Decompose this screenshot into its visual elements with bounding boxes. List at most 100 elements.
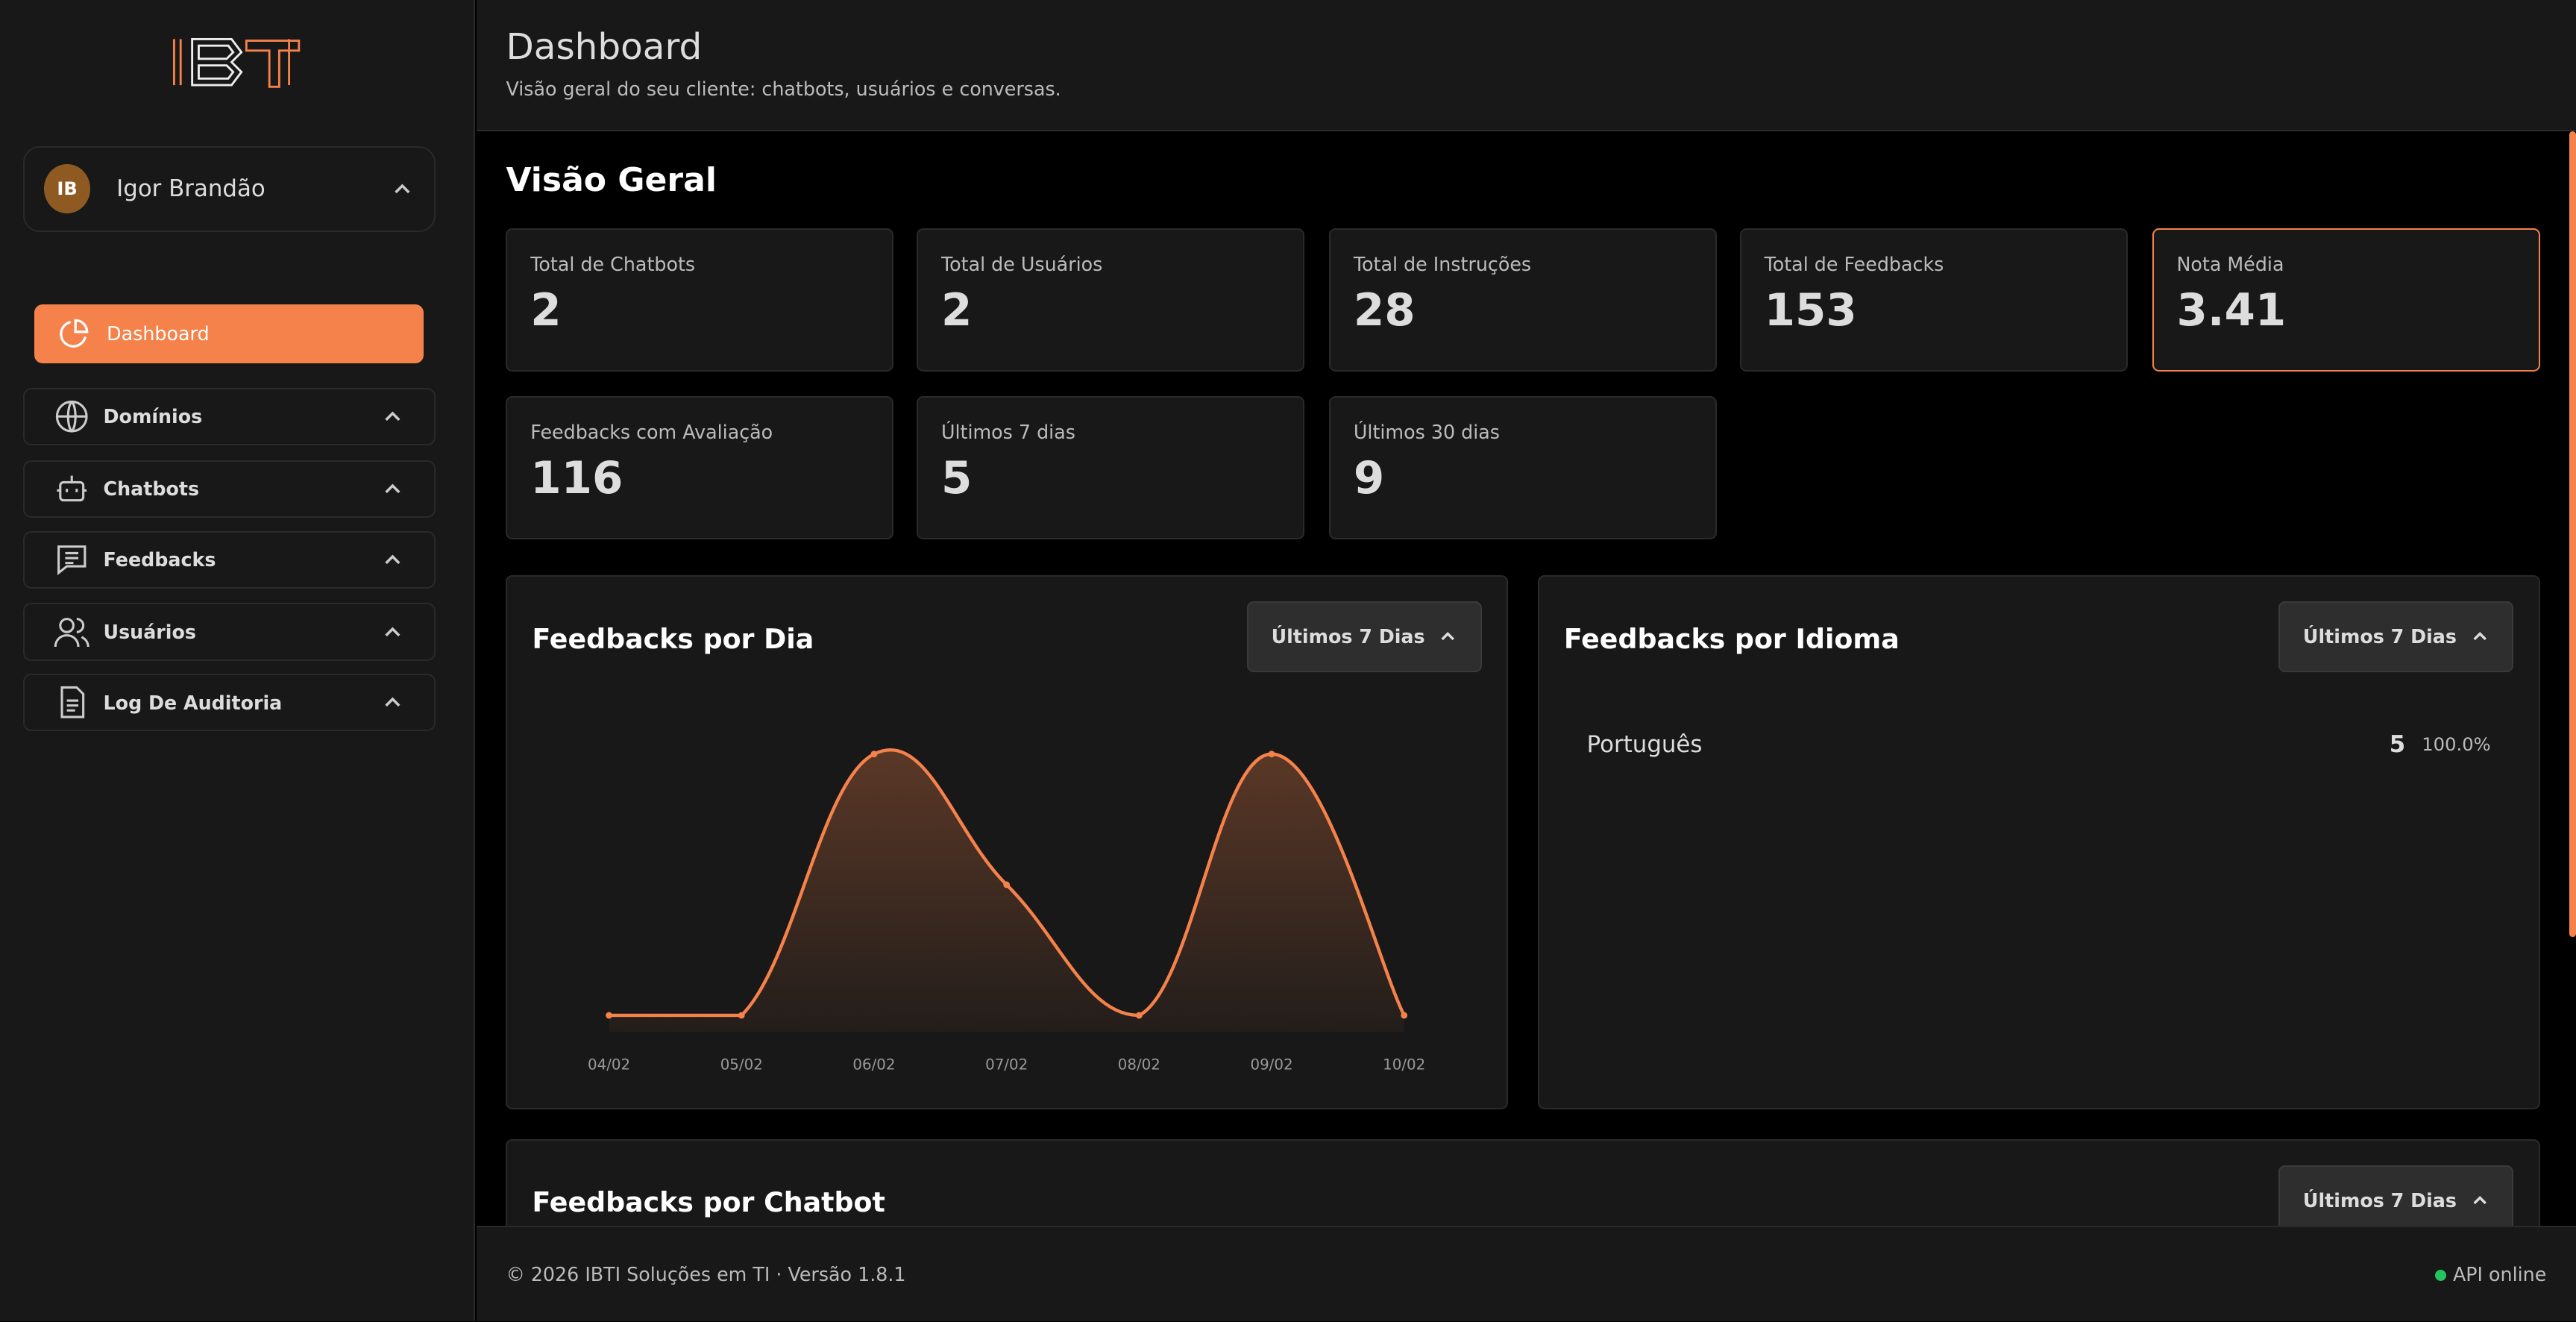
x-tick-label: 08/02 (1118, 1056, 1160, 1074)
stat-value: 2 (530, 285, 562, 337)
data-point[interactable] (1136, 1012, 1143, 1019)
chevron-up-icon (1441, 632, 1455, 641)
main-content: Visão Geral Total de Chatbots 2 Total de … (476, 131, 2570, 1227)
sidebar-item-dashboard[interactable]: Dashboard (34, 304, 424, 363)
globe-icon (56, 401, 89, 433)
period-filter-button[interactable]: Últimos 7 Dias (1247, 601, 1483, 672)
avatar: IB (44, 164, 90, 214)
section-title: Visão Geral (506, 160, 717, 199)
file-text-icon (60, 686, 85, 719)
bot-icon (57, 475, 87, 502)
stat-value: 3.41 (2176, 285, 2287, 337)
feedbacks-per-chatbot-panel: Feedbacks por Chatbot Últimos 7 Dias (506, 1138, 2540, 1227)
users-icon (54, 617, 90, 647)
filter-label: Últimos 7 Dias (1271, 625, 1425, 648)
chevron-up-icon (385, 554, 400, 564)
user-name: Igor Brandão (116, 175, 266, 203)
stat-card: Total de Feedbacks 153 (1739, 228, 2128, 372)
feedbacks-per-day-chart: 04/02 05/02 06/02 07/02 08/02 09/02 10/02 (588, 748, 1426, 1074)
stat-card: Feedbacks com Avaliação 116 (506, 395, 894, 539)
sidebar-item-label: Dashboard (107, 322, 210, 345)
chevron-up-icon (2473, 1195, 2487, 1204)
stat-card: Nota Média 3.41 (2152, 228, 2540, 372)
sidebar-item-usuarios[interactable]: Usuários (22, 603, 436, 661)
language-name: Português (1586, 731, 1703, 759)
panel-title: Feedbacks por Chatbot (532, 1186, 885, 1219)
status-dot-icon (2434, 1269, 2447, 1282)
data-point[interactable] (870, 751, 878, 758)
sidebar-item-label: Chatbots (103, 477, 200, 501)
api-status: API online (2434, 1263, 2547, 1286)
x-tick-label: 06/02 (853, 1056, 896, 1074)
filter-label: Últimos 7 Dias (2302, 1188, 2457, 1212)
stat-card: Total de Usuários 2 (917, 228, 1304, 372)
panel-title: Feedbacks por Dia (532, 622, 814, 655)
x-tick-label: 09/02 (1251, 1056, 1293, 1074)
stat-value: 9 (1353, 452, 1385, 504)
stat-label: Últimos 7 dias (940, 420, 1075, 443)
x-tick-label: 10/02 (1383, 1056, 1426, 1074)
period-filter-button[interactable]: Últimos 7 Dias (2278, 1165, 2514, 1227)
stat-value: 2 (940, 285, 973, 337)
pie-chart-icon (60, 319, 89, 348)
data-point[interactable] (738, 1012, 746, 1019)
stat-card: Total de Instruções 28 (1329, 228, 1717, 372)
chevron-up-icon (385, 627, 400, 636)
x-tick-label: 04/02 (588, 1056, 630, 1074)
stat-value: 116 (530, 452, 623, 504)
stat-label: Total de Chatbots (530, 253, 696, 275)
language-row: Português 5 100.0% (1587, 731, 2491, 758)
sidebar-item-label: Feedbacks (103, 548, 216, 571)
stat-card: Últimos 7 dias 5 (917, 395, 1304, 539)
x-tick-label: 07/02 (986, 1056, 1028, 1074)
stat-label: Últimos 30 dias (1353, 420, 1500, 443)
chevron-up-icon (385, 411, 400, 422)
sidebar-item-label: Usuários (103, 620, 196, 643)
feedbacks-per-language-panel: Feedbacks por Idioma Últimos 7 Dias Port… (1537, 574, 2540, 1109)
chart-line (609, 748, 1407, 1018)
data-point[interactable] (1269, 751, 1275, 758)
stat-value: 5 (940, 452, 973, 504)
sidebar-item-dominios[interactable]: Domínios (22, 387, 436, 445)
stat-value: 28 (1353, 285, 1416, 337)
sidebar-item-label: Domínios (103, 405, 203, 428)
sidebar-item-label: Log De Auditoria (103, 691, 283, 714)
scrollbar[interactable] (2569, 131, 2576, 937)
chevron-up-icon (2473, 632, 2487, 641)
sidebar-item-log-de-auditoria[interactable]: Log De Auditoria (22, 674, 436, 732)
user-menu[interactable]: IB Igor Brandão (22, 146, 436, 232)
copyright: © 2026 IBTI Soluções em TI · Versão 1.8.… (506, 1263, 906, 1286)
panel-title: Feedbacks por Idioma (1563, 622, 1900, 655)
chevron-up-icon (385, 483, 400, 493)
page-header: Dashboard Visão geral do seu cliente: ch… (476, 0, 2576, 132)
page-subtitle: Visão geral do seu cliente: chatbots, us… (506, 78, 1061, 101)
stat-label: Total de Usuários (940, 253, 1103, 275)
data-point[interactable] (1003, 881, 1011, 889)
api-status-label: API online (2452, 1263, 2547, 1286)
stat-value: 153 (1764, 285, 1857, 337)
period-filter-button[interactable]: Últimos 7 Dias (2278, 601, 2514, 672)
language-percent: 100.0% (2422, 734, 2491, 756)
stat-label: Total de Feedbacks (1764, 253, 1944, 275)
chevron-up-icon (395, 184, 410, 193)
chevron-up-icon (385, 697, 400, 707)
filter-label: Últimos 7 Dias (2302, 625, 2457, 648)
x-tick-label: 05/02 (720, 1056, 763, 1074)
chart-area (609, 750, 1405, 1033)
sidebar-item-chatbots[interactable]: Chatbots (22, 460, 436, 518)
language-count: 5 (2389, 731, 2406, 759)
data-point[interactable] (1401, 1012, 1408, 1019)
feedbacks-per-day-panel: Feedbacks por Dia Últimos 7 Dias 04/02 05… (506, 574, 1509, 1109)
ibti-logo (171, 36, 302, 95)
footer: © 2026 IBTI Soluções em TI · Versão 1.8.… (476, 1226, 2576, 1322)
stat-card: Total de Chatbots 2 (506, 228, 894, 372)
stat-label: Total de Instruções (1353, 253, 1532, 275)
sidebar: IB Igor Brandão Dashboard Domínios Chatb… (0, 0, 475, 1322)
sidebar-item-feedbacks[interactable]: Feedbacks (22, 530, 436, 589)
data-point[interactable] (606, 1012, 613, 1019)
stat-card: Últimos 30 dias 9 (1329, 395, 1717, 539)
stat-label: Nota Média (2176, 253, 2284, 275)
stat-label: Feedbacks com Avaliação (530, 420, 773, 443)
message-square-icon (57, 545, 87, 575)
page-title: Dashboard (506, 26, 703, 69)
